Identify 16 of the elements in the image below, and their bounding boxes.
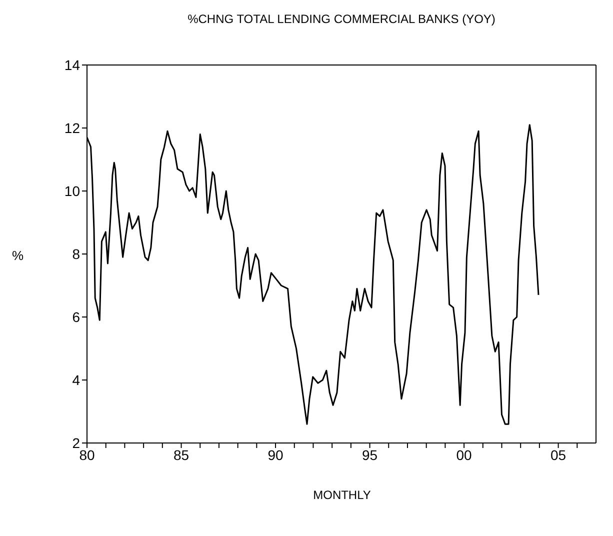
x-axis-title: MONTHLY: [312, 488, 372, 502]
x-tick-label: 85: [173, 446, 190, 463]
y-tick-label: 2: [72, 434, 80, 451]
y-tick-label: 4: [72, 372, 80, 388]
x-tick-label: 05: [550, 446, 566, 463]
x-tick-label: 90: [268, 446, 284, 463]
chart-title: %CHNG TOTAL LENDING COMMERCIAL BANKS (YOY): [186, 12, 496, 26]
y-tick-label: 14: [64, 56, 80, 73]
x-tick-label: 00: [456, 446, 472, 463]
x-tick-label: 80: [79, 446, 95, 463]
y-tick-label: 12: [64, 120, 80, 136]
y-tick-label: 8: [72, 246, 80, 262]
y-tick-label: 6: [72, 308, 80, 325]
y-axis-title: %: [12, 248, 24, 263]
x-tick-label: 95: [362, 446, 378, 463]
y-tick-label: 10: [64, 182, 80, 199]
